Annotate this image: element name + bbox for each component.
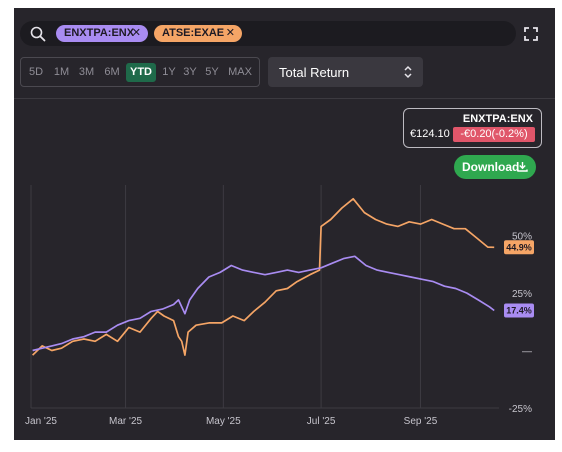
symbol-chip-exae[interactable]: ATSE:EXAE ✕ xyxy=(154,25,242,42)
range-max[interactable]: MAX xyxy=(228,66,252,78)
range-5d[interactable]: 5D xyxy=(28,66,44,78)
time-range-selector: 5D 1M 3M 6M YTD 1Y 3Y 5Y MAX xyxy=(20,57,260,87)
tooltip-price: €124.10 xyxy=(410,128,450,140)
series-line xyxy=(32,255,495,352)
y-tick-label: 25% xyxy=(512,289,532,300)
search-icon[interactable] xyxy=(30,26,46,42)
y-tick-label: -25% xyxy=(509,404,532,415)
metric-dropdown[interactable]: Total Return xyxy=(268,57,423,87)
series-end-label: 17.4% xyxy=(506,306,532,316)
x-tick-label: Jul '25 xyxy=(307,416,336,427)
symbol-search-bar[interactable]: ENXTPA:ENX ✕ ATSE:EXAE ✕ xyxy=(20,21,516,46)
symbol-chip-label: ATSE:EXAE xyxy=(162,27,225,39)
range-3m[interactable]: 3M xyxy=(78,66,95,78)
download-button[interactable]: Download xyxy=(454,155,536,179)
series-end-badge xyxy=(504,303,534,318)
range-5y[interactable]: 5Y xyxy=(205,66,219,78)
range-1m[interactable]: 1M xyxy=(53,66,70,78)
x-tick-label: Sep '25 xyxy=(404,416,438,427)
x-tick-label: Jan '25 xyxy=(25,416,57,427)
y-tick-label: 50% xyxy=(512,232,532,243)
price-tooltip: ENXTPA:ENX €124.10 -€0.20(-0.2%) xyxy=(403,108,542,148)
symbol-chip-label: ENXTPA:ENX xyxy=(64,27,135,39)
expand-icon[interactable] xyxy=(524,27,538,41)
series-end-label: 44.9% xyxy=(506,242,532,252)
download-button-label: Download xyxy=(462,160,520,174)
metric-dropdown-label: Total Return xyxy=(279,65,350,80)
tooltip-change: -€0.20(-0.2%) xyxy=(453,127,535,142)
x-tick-label: Mar '25 xyxy=(109,416,142,427)
range-3y[interactable]: 3Y xyxy=(183,66,197,78)
range-ytd[interactable]: YTD xyxy=(126,63,156,82)
line-chart: Jan '25 Mar '25 May '25 Jul '25 Sep '25 50% 25… xyxy=(25,185,534,427)
download-icon xyxy=(517,162,528,172)
tooltip-symbol: ENXTPA:ENX xyxy=(462,113,533,125)
chevron-updown-icon xyxy=(404,65,412,79)
symbol-chip-enx[interactable]: ENXTPA:ENX ✕ xyxy=(56,25,148,42)
close-icon[interactable]: ✕ xyxy=(131,27,141,39)
series-line xyxy=(32,197,495,356)
range-1y[interactable]: 1Y xyxy=(162,66,176,78)
y-tick-label: — xyxy=(522,347,532,358)
x-tick-label: May '25 xyxy=(206,416,241,427)
close-icon[interactable]: ✕ xyxy=(225,27,235,39)
divider xyxy=(14,98,555,99)
range-6m[interactable]: 6M xyxy=(104,66,120,78)
series-end-badge xyxy=(504,240,534,255)
chart-panel: ENXTPA:ENX ✕ ATSE:EXAE ✕ 5D 1M 3M 6M YTD… xyxy=(14,8,555,440)
